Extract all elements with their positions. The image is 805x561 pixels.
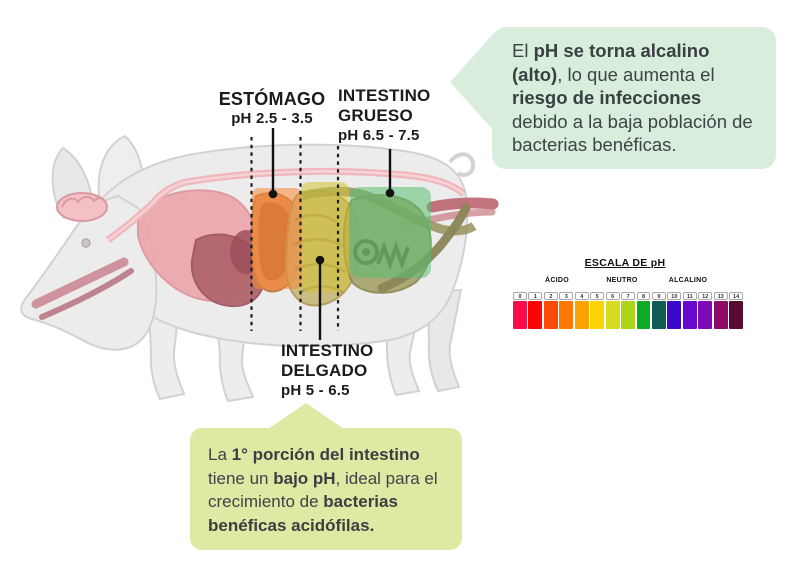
- ph-bar: 6: [605, 292, 620, 329]
- ph-bar-color: [513, 301, 527, 329]
- callout-low-ph-benefit: La 1° porción del intestino tiene un baj…: [190, 403, 462, 550]
- ph-scale-zones: ÁCIDO NEUTRO ALCALINO: [505, 277, 745, 289]
- label-intestino-delgado-ph: pH 5 - 6.5: [281, 382, 350, 399]
- pointer-dot-intestino-grueso: [385, 188, 395, 198]
- ph-bar: 13: [713, 292, 728, 329]
- ph-bar: 4: [574, 292, 589, 329]
- ph-bar: 11: [682, 292, 697, 329]
- ph-bar: 12: [698, 292, 713, 329]
- ph-bar: 2: [543, 292, 558, 329]
- tongue-organ: [39, 268, 134, 320]
- ph-zone-acido: ÁCIDO: [544, 277, 570, 284]
- ph-bar-value: 5: [590, 292, 605, 300]
- region-highlights: [252, 182, 431, 292]
- ph-bar-color: [682, 301, 697, 329]
- ph-bar-value: 9: [651, 292, 666, 300]
- ph-bar: 1: [528, 292, 543, 329]
- region-intestino-delgado-highlight: [301, 182, 349, 292]
- label-intestino-grueso: INTESTINO GRUESO pH 6.5 - 7.5: [338, 86, 430, 146]
- ph-bar-color: [651, 301, 666, 329]
- ph-bar-value: 3: [559, 292, 574, 300]
- ph-bar-color: [605, 301, 620, 329]
- ph-bar: 9: [651, 292, 666, 329]
- label-intestino-delgado-line1: INTESTINO: [281, 341, 374, 360]
- callout-alkaline-risk-text: El pH se torna alcalino (alto), lo que a…: [512, 40, 753, 155]
- label-intestino-delgado-line2: DELGADO: [281, 361, 368, 380]
- ph-bar-value: 6: [605, 292, 620, 300]
- label-intestino-grueso-line1: INTESTINO: [338, 86, 431, 105]
- ph-bar: 8: [636, 292, 651, 329]
- label-intestino-grueso-line2: GRUESO: [338, 106, 413, 125]
- ph-bar-value: 14: [729, 292, 744, 300]
- ph-bar-color: [698, 301, 713, 329]
- ph-bar: 7: [621, 292, 635, 329]
- label-intestino-delgado: INTESTINO DELGADO pH 5 - 6.5: [281, 341, 373, 401]
- region-estomago-highlight: [252, 188, 302, 289]
- ph-bar-value: 8: [636, 292, 651, 300]
- mouth-organ: [31, 257, 129, 309]
- ph-bar-color: [559, 301, 574, 329]
- callout-low-ph-benefit-text: La 1° porción del intestino tiene un baj…: [208, 445, 438, 535]
- brain-folds: [61, 196, 107, 208]
- ph-bar-color: [543, 301, 558, 329]
- ph-scale-title: ESCALA DE pH: [584, 257, 666, 269]
- region-intestino-grueso-highlight: [350, 187, 431, 278]
- ph-bar-value: 4: [574, 292, 589, 300]
- ph-scale-bars: 0 1 2 3 4 5 6 7 8 9 10 11 12 13 14: [513, 292, 744, 329]
- pig-tail: [448, 152, 476, 177]
- ph-bar-color: [667, 301, 682, 329]
- ph-bar-value: 7: [621, 292, 635, 300]
- ph-bar-color: [713, 301, 728, 329]
- ph-bar-color: [636, 301, 651, 329]
- label-estomago-ph: pH 2.5 - 3.5: [231, 110, 313, 127]
- ph-bar-value: 0: [513, 292, 527, 300]
- ph-bar: 5: [590, 292, 605, 329]
- ph-bar: 14: [729, 292, 744, 329]
- ph-bar-value: 12: [698, 292, 713, 300]
- pig-eye: [81, 238, 91, 248]
- ph-bar-color: [621, 301, 635, 329]
- ph-bar-value: 11: [682, 292, 697, 300]
- ph-bar: 3: [559, 292, 574, 329]
- ph-zone-neutro: NEUTRO: [606, 277, 638, 284]
- ph-bar-color: [528, 301, 543, 329]
- label-estomago-title: ESTÓMAGO: [218, 89, 326, 109]
- esophagus-highlight: [107, 170, 465, 242]
- label-intestino-grueso-ph: pH 6.5 - 7.5: [338, 127, 420, 144]
- pointer-dot-estomago: [268, 189, 278, 199]
- ph-bar: 0: [513, 292, 527, 329]
- ph-bar-color: [590, 301, 605, 329]
- ph-bar-value: 10: [667, 292, 682, 300]
- ph-bar-value: 13: [713, 292, 728, 300]
- pointer-dot-intestino-delgado: [315, 255, 325, 265]
- rectum-red-organ: [426, 197, 499, 213]
- ph-bar-value: 2: [543, 292, 558, 300]
- ph-bar-color: [729, 301, 744, 329]
- callout-alkaline-risk: El pH se torna alcalino (alto), lo que a…: [450, 27, 776, 169]
- ph-zone-alcalino: ALCALINO: [668, 277, 708, 284]
- ph-bar-value: 1: [528, 292, 543, 300]
- label-estomago: ESTÓMAGO pH 2.5 - 3.5: [208, 89, 336, 129]
- ph-bar-color: [574, 301, 589, 329]
- ph-bar: 10: [667, 292, 682, 329]
- annotation-lines: [250, 128, 395, 340]
